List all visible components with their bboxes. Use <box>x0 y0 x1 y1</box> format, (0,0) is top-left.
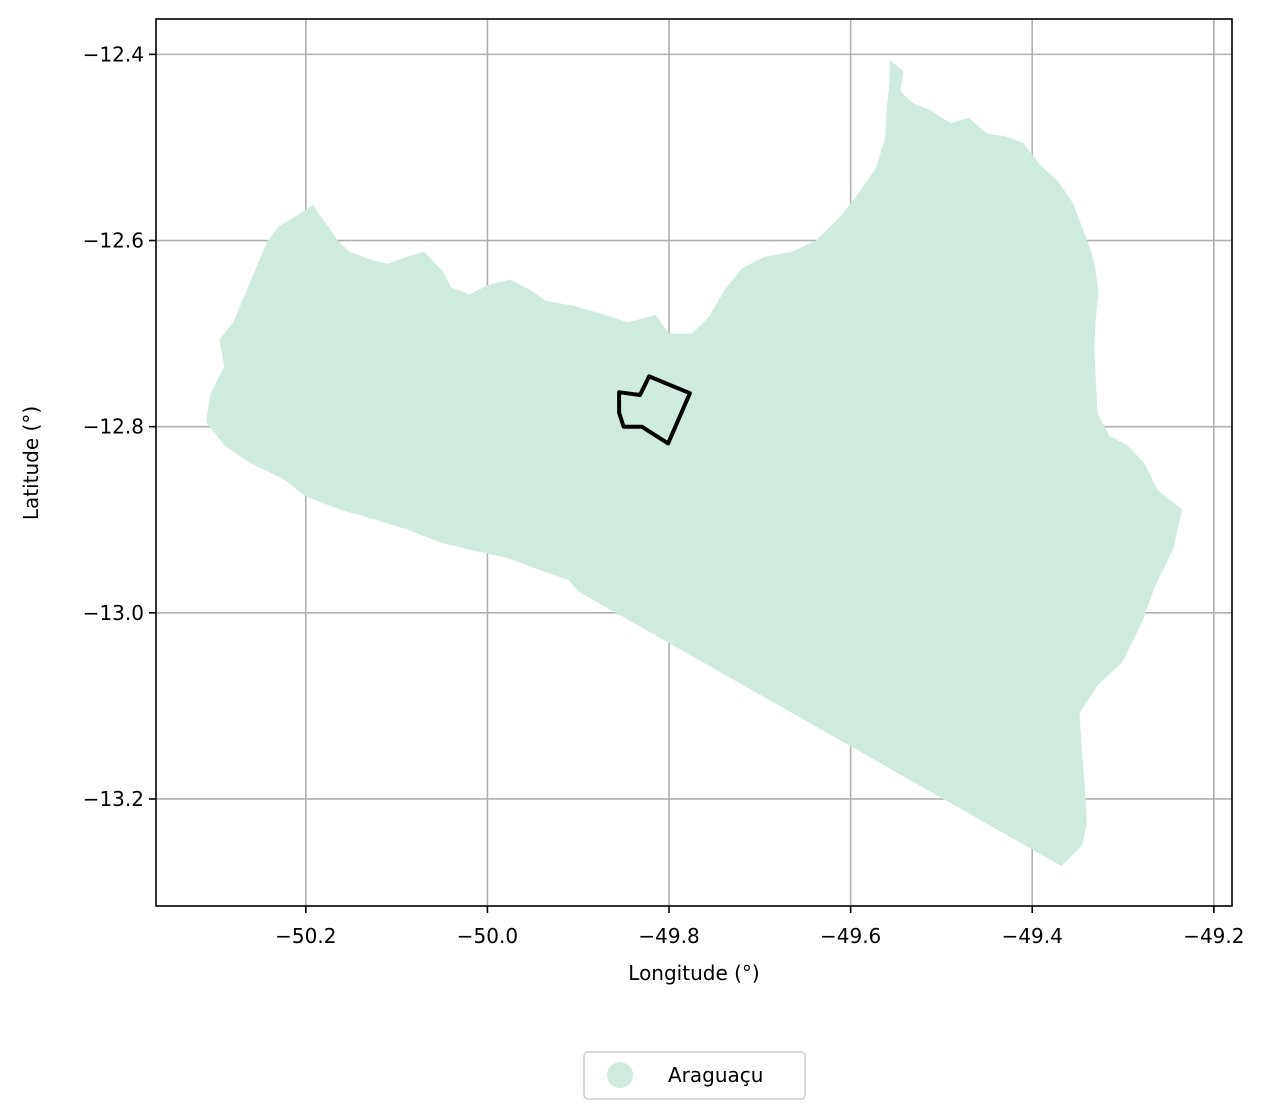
x-tick-label: −49.4 <box>1002 924 1063 948</box>
y-tick-label: −12.8 <box>83 415 144 439</box>
x-axis-label: Longitude (°) <box>628 961 759 985</box>
y-tick-label: −13.2 <box>83 787 144 811</box>
x-tick-label: −50.2 <box>275 924 336 948</box>
x-tick-label: −49.6 <box>820 924 881 948</box>
y-axis: −12.4 −12.6 −12.8 −13.0 −13.2 <box>83 42 156 811</box>
legend-marker <box>607 1062 633 1088</box>
y-tick-label: −12.6 <box>83 229 144 253</box>
y-tick-label: −12.4 <box>83 42 144 66</box>
outlined-area <box>617 374 692 446</box>
x-tick-label: −50.0 <box>457 924 518 948</box>
y-axis-label: Latitude (°) <box>19 406 43 520</box>
legend: Araguaçu <box>583 1051 806 1100</box>
x-tick-label: −49.8 <box>638 924 699 948</box>
legend-box <box>583 1051 806 1100</box>
y-tick-label: −13.0 <box>83 601 144 625</box>
x-axis: −50.2 −50.0 −49.8 −49.6 −49.4 −49.2 <box>275 906 1244 948</box>
plot-frame <box>155 18 1233 907</box>
legend-label-araguacu: Araguaçu <box>668 1063 763 1087</box>
x-tick-label: −49.2 <box>1183 924 1244 948</box>
region-araguacu <box>205 60 1183 866</box>
